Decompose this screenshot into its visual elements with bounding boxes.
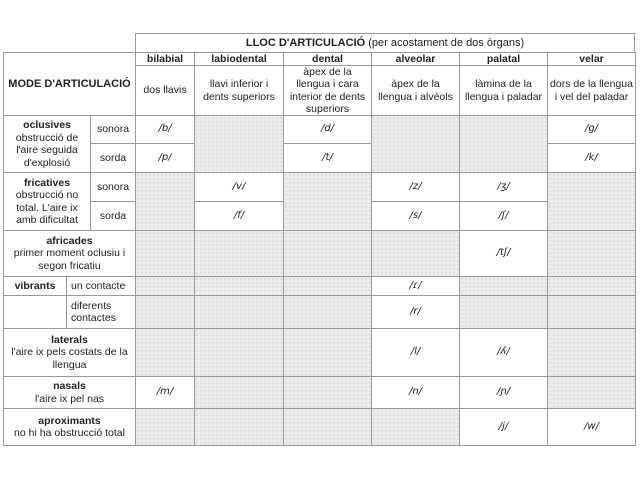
empty-cell	[547, 295, 636, 329]
phoneme-cell: /tʃ/	[459, 230, 548, 277]
empty-cell	[194, 408, 284, 446]
place-header-dental: dental	[283, 52, 372, 66]
mode-name: fricatives	[23, 176, 71, 189]
place-header-bilabial: bilabial	[135, 52, 195, 66]
mode-desc: l'aire ix pels costats de la llengua	[11, 346, 128, 371]
empty-cell	[283, 376, 372, 409]
empty-cell	[371, 115, 460, 173]
mode-name: nasals	[53, 380, 86, 392]
mode-name: aproximants	[38, 414, 101, 427]
place-header-palatal: palatal	[459, 52, 548, 66]
phoneme-cell: /r/	[371, 295, 460, 329]
mode-desc: no hi ha obstrucció total	[14, 427, 125, 439]
phoneme-cell: /z/	[371, 172, 460, 202]
sublabel-vibrants: un contacte	[66, 276, 136, 296]
place-desc-bilabial: dos llavis	[135, 65, 195, 116]
empty-cell	[283, 230, 372, 277]
mode-header: MODE D'ARTICULACIÓ	[3, 52, 136, 116]
phoneme-cell: /l/	[371, 328, 460, 377]
mode-fricatives: fricatives obstrucció no total. L'aire ix…	[3, 172, 91, 231]
phoneme-cell: /f/	[194, 201, 284, 231]
phoneme-cell: /b/	[135, 115, 195, 144]
phoneme-cell: /s/	[371, 201, 460, 231]
empty-cell	[547, 230, 636, 277]
phoneme-cell: /g/	[547, 115, 636, 144]
empty-cell	[459, 276, 548, 296]
place-desc-palatal: làmina de la llengua i paladar	[459, 65, 548, 116]
empty-cell	[135, 295, 195, 329]
empty-cell	[547, 172, 636, 231]
place-title: LLOC D'ARTICULACIÓ	[245, 36, 366, 49]
empty-cell	[135, 230, 195, 277]
mode-laterals: laterals l'aire ix pels costats de la lle…	[3, 328, 136, 377]
phoneme-cell: /w/	[547, 408, 636, 446]
phoneme-cell: /ʃ/	[459, 201, 548, 231]
sublabel-fricatives: sorda	[90, 201, 136, 231]
place-header-labiodental: labiodental	[194, 52, 284, 66]
empty-cell	[135, 408, 195, 446]
mode-desc: l'aire ix pel nas	[34, 392, 105, 405]
mode-name: oclusives	[23, 119, 71, 131]
place-desc-dental: àpex de la llengua i cara interior de de…	[283, 65, 372, 116]
empty-cell	[283, 276, 372, 296]
place-subtitle: (per acostament de dos òrgans)	[368, 36, 525, 49]
phoneme-cell: /ɾ/	[371, 276, 460, 296]
phoneme-cell: /k/	[547, 143, 636, 173]
phoneme-cell: /t/	[283, 143, 372, 173]
empty-cell	[547, 376, 636, 409]
empty-cell	[194, 328, 284, 377]
phoneme-cell: /n/	[371, 376, 460, 409]
mode-name: vibrants	[14, 279, 56, 292]
place-desc-velar: dors de la llengua i vel del paladar	[547, 65, 636, 116]
empty-cell	[459, 295, 548, 329]
sublabel-fricatives: sonora	[90, 172, 136, 202]
empty-cell	[547, 276, 636, 296]
phoneme-cell: /ʒ/	[459, 172, 548, 202]
place-desc-alveolar: àpex de la llengua i alvèols	[371, 65, 460, 116]
empty-cell	[283, 172, 372, 231]
empty-cell	[194, 295, 284, 329]
place-header-velar: velar	[547, 52, 636, 66]
mode-name: laterals	[51, 333, 88, 346]
empty-cell	[283, 408, 372, 446]
mode-desc: primer moment oclusiu i segon fricatiu	[13, 247, 126, 272]
empty-cell	[283, 295, 372, 329]
mode-desc: obstrucció de l'aire seguida d'explosió	[15, 131, 79, 169]
sublabel-vibrants: diferents contactes	[66, 295, 136, 329]
mode-nasals: nasals l'aire ix pel nas	[3, 376, 136, 409]
place-title-cell: LLOC D'ARTICULACIÓ (per acostament de do…	[135, 33, 635, 53]
empty-cell	[283, 328, 372, 377]
empty-cell	[135, 276, 195, 296]
empty-cell	[459, 115, 548, 173]
place-header-alveolar: alveolar	[371, 52, 460, 66]
empty-cell	[194, 230, 284, 277]
phoneme-cell: /ʎ/	[459, 328, 548, 377]
phoneme-cell: /ɲ/	[459, 376, 548, 409]
sublabel-oclusives: sonora	[90, 115, 136, 144]
mode-africades: africades primer moment oclusiu i segon f…	[3, 230, 136, 277]
sublabel-oclusives: sorda	[90, 143, 136, 173]
mode-vibrants-blank	[3, 295, 67, 329]
phoneme-cell: /d/	[283, 115, 372, 144]
phoneme-cell: /m/	[135, 376, 195, 409]
empty-cell	[194, 276, 284, 296]
mode-aproximants: aproximants no hi ha obstrucció total	[3, 408, 136, 446]
phoneme-cell: /j/	[459, 408, 548, 446]
place-desc-labiodental: llavi inferior i dents superiors	[194, 65, 284, 116]
empty-cell	[547, 328, 636, 377]
empty-cell	[371, 230, 460, 277]
empty-cell	[371, 408, 460, 446]
phoneme-cell: /p/	[135, 143, 195, 173]
empty-cell	[135, 328, 195, 377]
mode-name: africades	[46, 234, 93, 247]
mode-desc: obstrucció no total. L'aire ix amb dific…	[15, 189, 79, 226]
empty-cell	[194, 376, 284, 409]
empty-cell	[135, 172, 195, 231]
phoneme-cell: /v/	[194, 172, 284, 202]
mode-oclusives: oclusives obstrucció de l'aire seguida d'…	[3, 115, 91, 173]
empty-cell	[194, 115, 284, 173]
mode-vibrants: vibrants	[3, 276, 67, 296]
